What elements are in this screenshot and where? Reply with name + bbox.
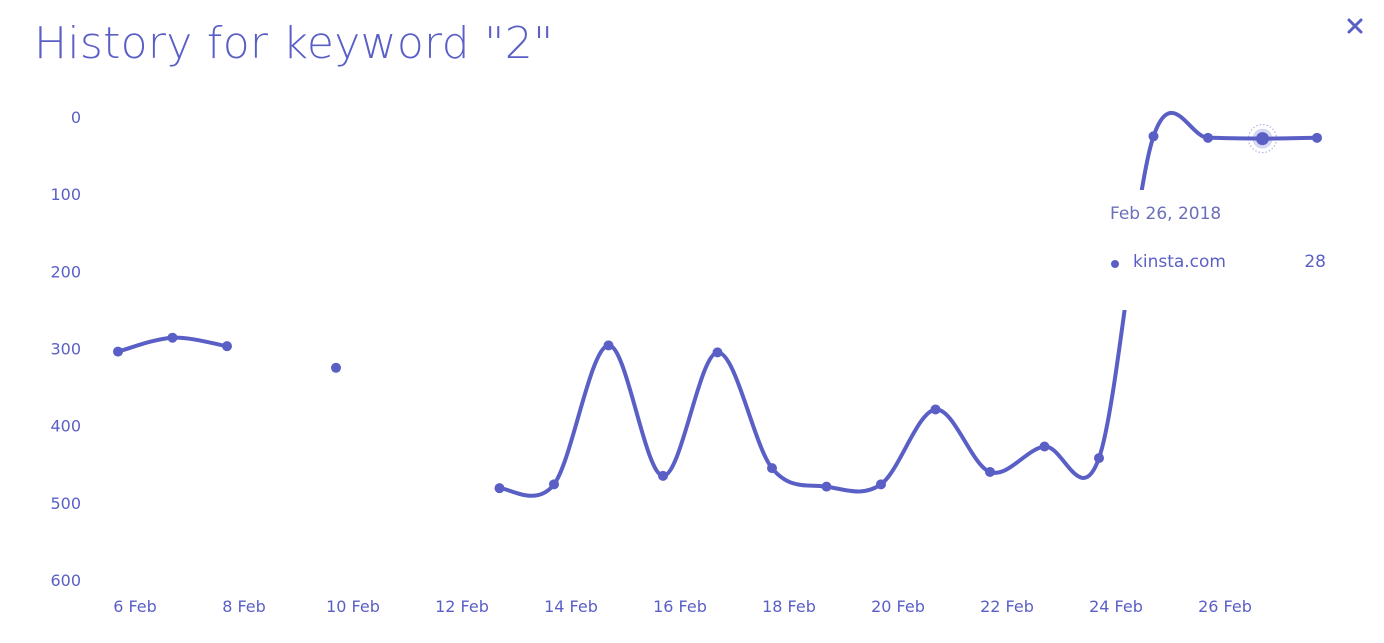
x-tick-label: 26 Feb	[1198, 597, 1252, 616]
data-point[interactable]	[930, 404, 941, 415]
x-tick-label: 8 Feb	[222, 597, 266, 616]
y-tick-label: 100	[50, 185, 81, 204]
data-point[interactable]	[603, 340, 614, 351]
data-point[interactable]	[331, 362, 341, 373]
data-point[interactable]	[1094, 453, 1104, 464]
y-tick-label: 300	[50, 340, 81, 359]
tooltip-series-name: kinsta.com	[1133, 252, 1226, 272]
y-tick-label: 200	[50, 262, 81, 281]
data-point[interactable]	[113, 346, 123, 357]
close-icon	[1347, 18, 1363, 34]
data-point[interactable]	[1203, 132, 1213, 143]
x-tick-label: 24 Feb	[1089, 597, 1143, 616]
x-tick-label: 12 Feb	[435, 597, 489, 616]
highlighted-data-point[interactable]	[1256, 132, 1269, 146]
data-point[interactable]	[821, 481, 832, 492]
x-tick-label: 22 Feb	[980, 597, 1034, 616]
close-button[interactable]	[1340, 12, 1370, 42]
data-point[interactable]	[985, 466, 995, 477]
y-tick-label: 0	[71, 108, 81, 127]
data-point[interactable]	[1148, 131, 1159, 142]
data-point[interactable]	[222, 341, 232, 352]
tooltip-value: 28	[1304, 252, 1326, 272]
chart-tooltip: Feb 26, 2018 kinsta.com 28	[1076, 190, 1346, 310]
y-tick-label: 600	[50, 571, 81, 590]
x-axis: 6 Feb 8 Feb 10 Feb 12 Feb 14 Feb 16 Feb 18 Feb…	[113, 597, 1252, 616]
y-axis: 0 100 200 300 400 500 600	[50, 108, 81, 590]
x-tick-label: 6 Feb	[113, 597, 157, 616]
data-point[interactable]	[1312, 132, 1322, 143]
highlight-halo	[1248, 124, 1277, 154]
data-point[interactable]	[549, 479, 559, 490]
x-tick-label: 20 Feb	[871, 597, 925, 616]
data-point[interactable]	[494, 483, 505, 494]
series-color-dot	[1111, 260, 1119, 268]
tooltip-date: Feb 26, 2018	[1110, 204, 1222, 224]
data-point[interactable]	[712, 347, 723, 358]
y-tick-label: 500	[50, 494, 81, 513]
x-tick-label: 10 Feb	[326, 597, 380, 616]
data-point[interactable]	[876, 479, 886, 490]
x-tick-label: 16 Feb	[653, 597, 707, 616]
data-point[interactable]	[167, 332, 178, 343]
data-point[interactable]	[1039, 441, 1050, 452]
data-points[interactable]	[113, 124, 1322, 494]
y-tick-label: 400	[50, 417, 81, 436]
page-title: History for keyword "2"	[34, 18, 554, 69]
data-point[interactable]	[767, 463, 777, 474]
data-point[interactable]	[658, 470, 668, 481]
x-tick-label: 18 Feb	[762, 597, 816, 616]
x-tick-label: 14 Feb	[544, 597, 598, 616]
